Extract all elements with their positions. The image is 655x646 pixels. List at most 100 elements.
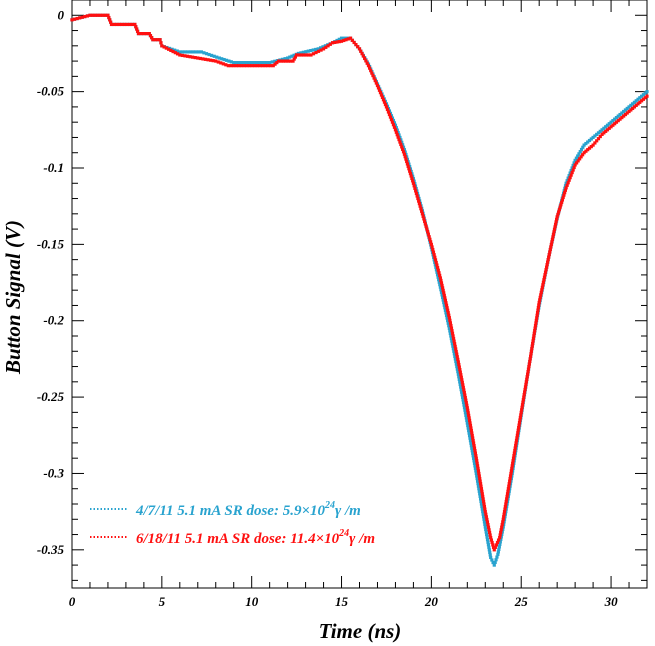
data-point xyxy=(461,383,465,387)
data-point xyxy=(211,59,215,63)
data-point xyxy=(483,525,487,529)
data-point xyxy=(520,405,524,409)
data-point xyxy=(513,448,517,453)
data-point xyxy=(471,454,475,458)
data-point xyxy=(316,49,321,53)
data-point xyxy=(289,59,293,63)
data-point xyxy=(538,295,542,299)
data-point xyxy=(472,459,476,463)
data-point xyxy=(484,512,488,516)
data-point xyxy=(640,99,644,103)
data-point xyxy=(390,120,395,124)
data-point xyxy=(135,29,140,33)
data-point xyxy=(546,258,550,262)
data-point xyxy=(504,499,508,504)
data-point xyxy=(454,359,458,364)
data-point xyxy=(316,47,320,51)
legend-label-series-0: 4/7/11 5.1 mA SR dose: 5.9×1024γ /m xyxy=(135,500,361,519)
data-point xyxy=(450,342,454,346)
data-point xyxy=(288,55,292,59)
data-point xyxy=(309,48,313,53)
data-point xyxy=(491,560,495,565)
data-point xyxy=(484,527,488,532)
data-point xyxy=(485,535,489,539)
data-point xyxy=(411,179,415,183)
data-point xyxy=(450,339,454,343)
data-point xyxy=(188,50,193,54)
data-point xyxy=(227,59,231,63)
data-point xyxy=(466,408,470,412)
data-point xyxy=(232,61,236,65)
data-point xyxy=(513,446,517,450)
data-point xyxy=(101,13,105,17)
data-point xyxy=(502,512,506,516)
data-point xyxy=(359,49,363,53)
data-point xyxy=(401,145,406,149)
data-point xyxy=(531,339,535,343)
data-point xyxy=(503,507,507,511)
data-point xyxy=(453,357,457,361)
data-point xyxy=(479,484,483,488)
data-point xyxy=(519,410,523,414)
y-tick-label: -0.35 xyxy=(37,542,65,557)
data-point xyxy=(505,494,509,498)
data-point xyxy=(560,198,564,202)
data-point xyxy=(523,390,527,394)
data-point xyxy=(439,290,444,294)
data-point xyxy=(456,370,460,374)
data-point xyxy=(614,116,619,120)
data-point xyxy=(477,487,481,491)
data-point xyxy=(563,188,567,192)
data-point xyxy=(475,476,479,481)
data-point xyxy=(234,61,238,65)
data-point xyxy=(286,56,290,60)
data-point xyxy=(384,105,389,109)
data-point xyxy=(451,344,455,348)
data-point xyxy=(188,55,192,59)
data-point xyxy=(439,278,443,283)
data-point xyxy=(477,471,481,476)
data-point xyxy=(456,360,460,364)
data-point xyxy=(443,308,448,312)
data-point xyxy=(487,548,491,552)
data-point xyxy=(395,133,399,137)
data-point xyxy=(516,431,520,435)
data-point xyxy=(160,44,164,48)
data-point xyxy=(492,563,496,567)
data-point xyxy=(518,415,522,420)
data-point xyxy=(441,298,445,302)
data-point xyxy=(489,536,493,540)
data-point xyxy=(214,59,218,63)
data-point xyxy=(434,268,439,272)
data-point xyxy=(538,298,542,302)
data-point xyxy=(544,268,548,272)
data-point xyxy=(533,326,537,330)
data-point xyxy=(535,311,540,315)
data-point xyxy=(366,64,371,68)
data-point xyxy=(217,56,221,60)
data-point xyxy=(517,420,522,425)
data-point xyxy=(482,517,486,521)
data-point xyxy=(125,22,129,27)
data-point xyxy=(445,306,449,310)
data-point xyxy=(548,247,552,252)
data-point xyxy=(432,253,436,257)
data-point xyxy=(575,161,579,165)
data-point xyxy=(453,342,457,346)
data-point xyxy=(479,499,483,504)
data-point xyxy=(396,135,400,139)
data-point xyxy=(620,111,624,115)
x-tick-label: 20 xyxy=(424,594,439,609)
data-point xyxy=(507,482,511,486)
data-point xyxy=(461,385,465,390)
data-point xyxy=(532,331,536,335)
data-point xyxy=(564,186,568,190)
data-point xyxy=(440,283,444,288)
data-point xyxy=(237,64,241,68)
legend-label-series-1: 6/18/11 5.1 mA SR dose: 11.4×1024γ /m xyxy=(136,528,375,547)
data-point xyxy=(436,268,440,272)
data-point xyxy=(473,451,477,455)
data-point xyxy=(511,456,516,460)
data-point xyxy=(302,53,306,57)
data-point xyxy=(471,436,475,440)
